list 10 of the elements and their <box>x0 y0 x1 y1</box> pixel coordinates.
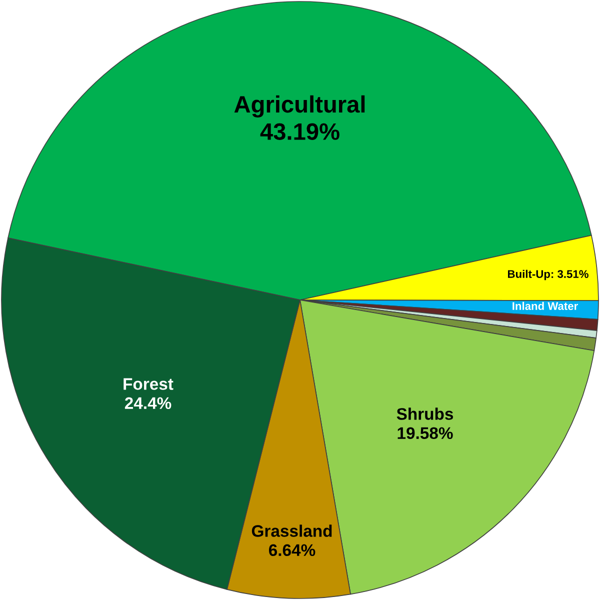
slice-label: Built-Up: 3.51% <box>508 270 588 280</box>
slice-label: Agricultural <box>234 95 365 118</box>
slice-label: Inland Water <box>512 302 578 310</box>
data-label: 24.4% <box>124 397 172 410</box>
data-label: 19.58% <box>398 427 453 440</box>
slice-label: Grassland <box>252 524 332 537</box>
slice-label: Forest <box>124 378 174 390</box>
slice-label: Shrubs <box>396 408 454 420</box>
data-label: 6.64% <box>268 544 316 556</box>
data-label: 43.19% <box>260 123 340 140</box>
